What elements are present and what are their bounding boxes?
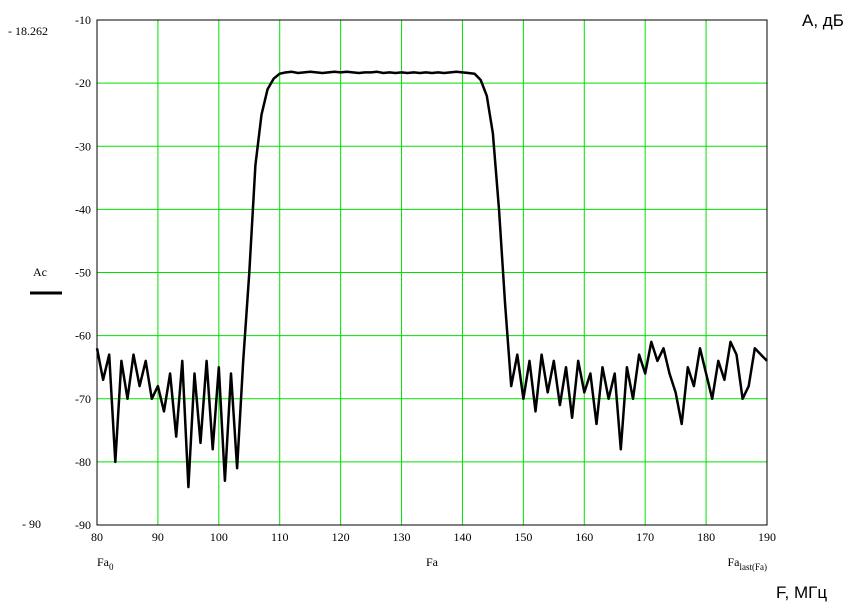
y-tick-label: -90 <box>75 518 91 532</box>
x-tick-label: 90 <box>152 530 164 544</box>
y-tick-label: -50 <box>75 266 91 280</box>
plot-frame <box>96 19 768 526</box>
x-tick-label: 130 <box>393 530 411 544</box>
x-tick-label: 160 <box>575 530 593 544</box>
x-tick-label: 140 <box>453 530 471 544</box>
legend-label: Ac <box>33 265 47 279</box>
y-tick-label: -20 <box>75 76 91 90</box>
x-tick-label: 80 <box>91 530 103 544</box>
x-tick-label: 150 <box>514 530 532 544</box>
x-label: Fa0 <box>97 555 114 572</box>
x-tick-label: 110 <box>271 530 289 544</box>
bottom-marker-label: - 90 <box>22 517 41 531</box>
x-tick-label: 120 <box>332 530 350 544</box>
y-tick-label: -40 <box>75 202 91 216</box>
top-marker-label: - 18.262 <box>8 24 48 38</box>
y-tick-label: -10 <box>75 13 91 27</box>
x-axis-title: F, МГц <box>776 583 827 602</box>
x-label: Falast(Fa) <box>728 555 768 572</box>
x-tick-label: 180 <box>697 530 715 544</box>
y-tick-label: -80 <box>75 455 91 469</box>
y-tick-label: -60 <box>75 329 91 343</box>
x-label: Fa <box>426 555 439 569</box>
y-axis-title: А, дБ <box>802 11 844 30</box>
y-tick-label: -70 <box>75 392 91 406</box>
data-line <box>95 70 768 489</box>
x-tick-label: 100 <box>210 530 228 544</box>
x-tick-label: 190 <box>758 530 776 544</box>
y-tick-label: -30 <box>75 139 91 153</box>
x-tick-label: 170 <box>636 530 654 544</box>
